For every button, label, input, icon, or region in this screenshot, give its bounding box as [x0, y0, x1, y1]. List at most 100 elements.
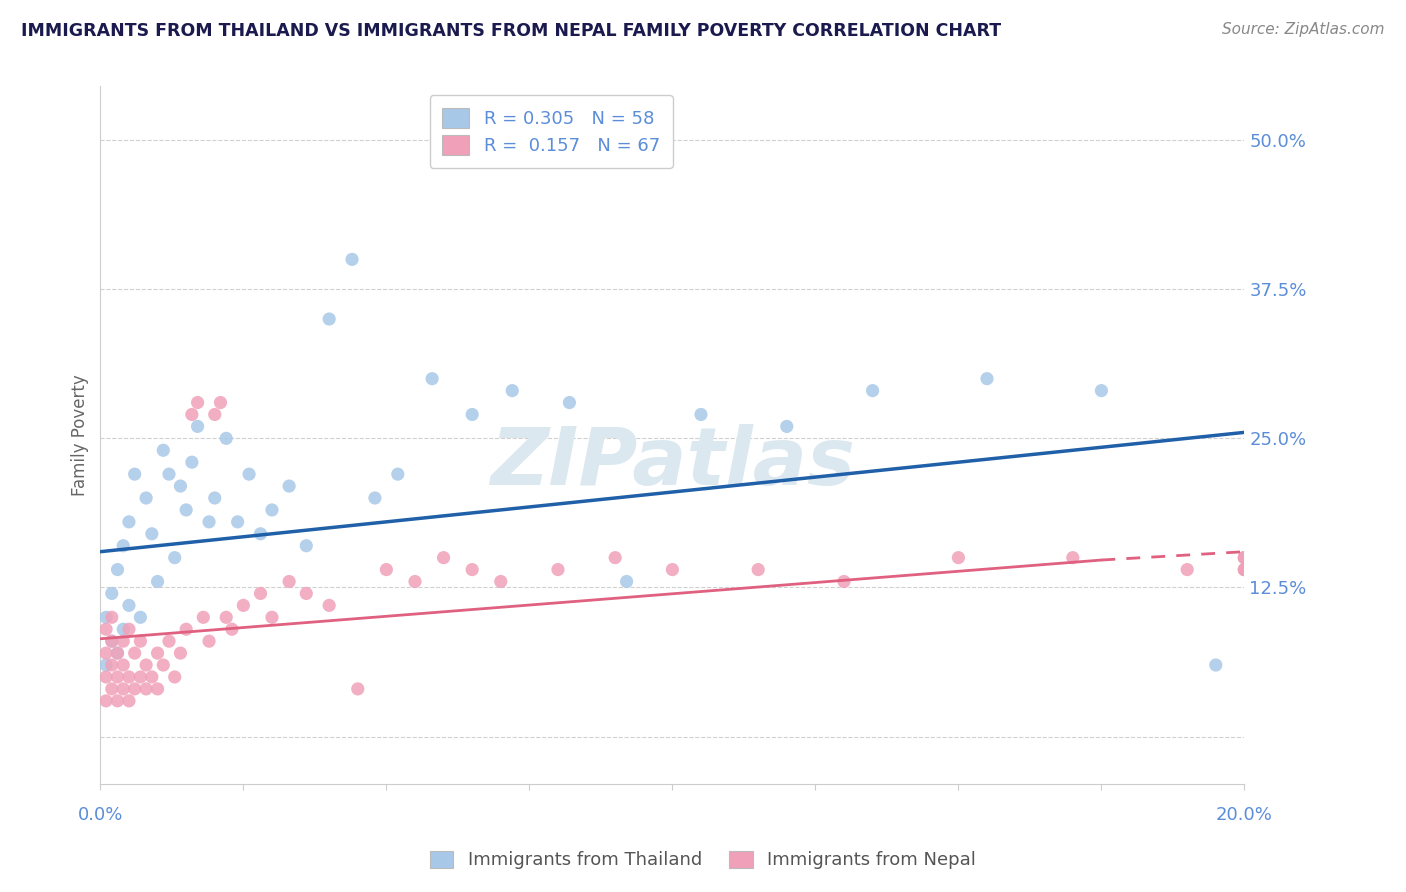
Point: [146, 574, 169, 589]
Point: [157, 467, 180, 482]
Point: [94, 646, 117, 660]
Point: [501, 384, 523, 398]
Point: [152, 658, 174, 673]
Point: [118, 599, 141, 613]
Point: [146, 646, 169, 660]
Point: [260, 503, 283, 517]
Point: [1175, 563, 1198, 577]
Point: [198, 515, 221, 529]
Point: [1233, 550, 1256, 565]
Point: [232, 599, 254, 613]
Point: [558, 395, 581, 409]
Point: [346, 681, 368, 696]
Point: [1233, 550, 1256, 565]
Point: [547, 563, 569, 577]
Point: [187, 419, 209, 434]
Text: Source: ZipAtlas.com: Source: ZipAtlas.com: [1222, 22, 1385, 37]
Point: [107, 646, 129, 660]
Point: [948, 550, 970, 565]
Point: [107, 670, 129, 684]
Point: [112, 681, 135, 696]
Point: [101, 658, 124, 673]
Point: [215, 431, 238, 445]
Point: [112, 634, 135, 648]
Point: [976, 372, 998, 386]
Point: [107, 646, 129, 660]
Point: [862, 384, 884, 398]
Point: [404, 574, 426, 589]
Point: [260, 610, 283, 624]
Point: [387, 467, 409, 482]
Point: [101, 610, 124, 624]
Point: [94, 670, 117, 684]
Point: [107, 694, 129, 708]
Point: [295, 586, 318, 600]
Point: [112, 658, 135, 673]
Point: [461, 408, 484, 422]
Point: [1233, 563, 1256, 577]
Point: [157, 634, 180, 648]
Point: [152, 443, 174, 458]
Point: [238, 467, 260, 482]
Point: [605, 550, 627, 565]
Point: [124, 467, 146, 482]
Point: [295, 539, 318, 553]
Text: 20.0%: 20.0%: [1216, 805, 1272, 824]
Text: IMMIGRANTS FROM THAILAND VS IMMIGRANTS FROM NEPAL FAMILY POVERTY CORRELATION CHA: IMMIGRANTS FROM THAILAND VS IMMIGRANTS F…: [21, 22, 1001, 40]
Point: [249, 526, 271, 541]
Point: [135, 491, 157, 505]
Point: [278, 479, 301, 493]
Point: [747, 563, 769, 577]
Point: [112, 622, 135, 636]
Point: [221, 622, 243, 636]
Point: [118, 622, 141, 636]
Text: ZIPatlas: ZIPatlas: [489, 425, 855, 502]
Point: [209, 395, 232, 409]
Point: [340, 252, 363, 267]
Point: [249, 586, 271, 600]
Point: [318, 599, 340, 613]
Point: [124, 646, 146, 660]
Point: [174, 622, 197, 636]
Text: 0.0%: 0.0%: [77, 805, 124, 824]
Point: [489, 574, 512, 589]
Point: [141, 526, 163, 541]
Point: [101, 681, 124, 696]
Point: [1090, 384, 1112, 398]
Point: [135, 658, 157, 673]
Point: [180, 408, 202, 422]
Point: [94, 694, 117, 708]
Point: [318, 312, 340, 326]
Point: [94, 658, 117, 673]
Point: [180, 455, 202, 469]
Legend: Immigrants from Thailand, Immigrants from Nepal: Immigrants from Thailand, Immigrants fro…: [420, 842, 986, 879]
Point: [187, 395, 209, 409]
Point: [146, 681, 169, 696]
Point: [94, 622, 117, 636]
Point: [118, 670, 141, 684]
Point: [278, 574, 301, 589]
Point: [1233, 550, 1256, 565]
Point: [129, 670, 152, 684]
Point: [1233, 550, 1256, 565]
Point: [204, 408, 226, 422]
Point: [661, 563, 683, 577]
Point: [616, 574, 638, 589]
Point: [129, 610, 152, 624]
Point: [94, 610, 117, 624]
Point: [1062, 550, 1084, 565]
Point: [198, 634, 221, 648]
Point: [215, 610, 238, 624]
Point: [226, 515, 249, 529]
Legend: R = 0.305   N = 58, R =  0.157   N = 67: R = 0.305 N = 58, R = 0.157 N = 67: [430, 95, 672, 168]
Point: [832, 574, 855, 589]
Point: [364, 491, 387, 505]
Point: [193, 610, 215, 624]
Point: [1233, 563, 1256, 577]
Point: [169, 479, 191, 493]
Point: [141, 670, 163, 684]
Point: [135, 681, 157, 696]
Point: [432, 550, 454, 565]
Point: [690, 408, 713, 422]
Point: [461, 563, 484, 577]
